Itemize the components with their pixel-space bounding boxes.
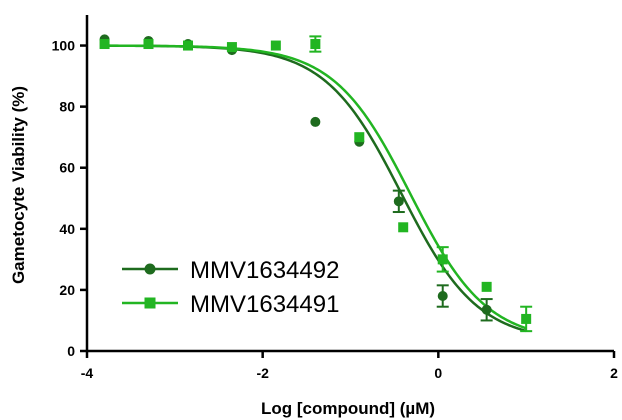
fit-curves-layer [104,44,527,333]
data-point-square [437,254,448,265]
data-points-layer [99,34,533,333]
data-point-square [226,42,237,53]
data-point-circle [393,196,404,207]
data-point-square [354,132,365,143]
y-tick-label: 20 [59,282,75,298]
legend-marker-circle [144,263,156,275]
x-tick-label: 0 [434,365,442,381]
y-tick-label: 0 [67,343,75,359]
y-tick-label: 100 [52,38,76,54]
data-point-square [521,313,532,324]
data-point-square [481,281,492,292]
data-point-circle [437,291,448,302]
data-point-circle [481,304,492,315]
x-tick-label: -4 [81,365,94,381]
data-point-square [183,40,194,51]
data-point-square [310,39,321,50]
y-tick-label: 80 [59,99,75,115]
x-axis-title: Log [compound] (µM) [261,399,435,418]
data-point-square [143,39,154,50]
legend-label: MMV1634492 [190,257,339,284]
data-point-circle [310,116,321,127]
legend: MMV1634492 MMV1634491 [122,257,339,318]
y-tick-label: 60 [59,160,75,176]
y-axis-title: Gametocyte Viability (%) [9,86,28,284]
data-point-square [270,40,281,51]
fit-curve-2 [104,44,527,330]
axes-layer: 0 20 40 60 80 100 -4 -2 0 2 [52,15,618,381]
legend-label: MMV1634491 [190,291,339,318]
fit-curve-1 [104,44,527,333]
legend-marker-square [144,297,156,309]
data-point-square [398,222,409,233]
x-tick-label: 2 [610,365,618,381]
y-tick-label: 40 [59,221,75,237]
x-tick-label: -2 [256,365,269,381]
data-point-square [99,39,110,50]
